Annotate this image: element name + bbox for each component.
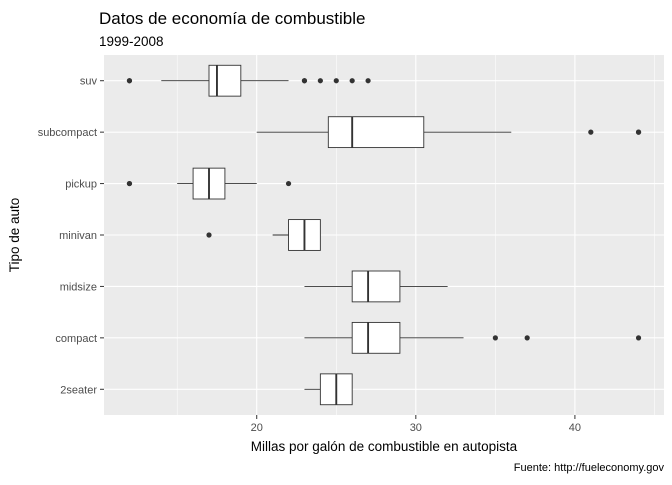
outlier-point	[365, 78, 371, 84]
box-2seater	[304, 373, 353, 406]
x-tick-label: 30	[410, 422, 422, 434]
outlier-point	[206, 232, 212, 238]
y-tick-label: compact	[55, 333, 97, 345]
outlier-point	[524, 335, 530, 341]
outlier-point	[349, 78, 355, 84]
outlier-point	[635, 129, 642, 135]
chart-title: Datos de economía de combustible	[99, 9, 366, 28]
outlier-point	[492, 335, 498, 341]
box-iqr	[351, 270, 401, 303]
chart-subtitle: 1999-2008	[99, 34, 164, 49]
box-iqr	[208, 64, 242, 97]
x-axis-label: Millas por galón de combustible en autop…	[251, 439, 518, 454]
box-compact	[304, 321, 642, 354]
y-tick-label: minivan	[59, 230, 97, 242]
y-tick-label: suv	[80, 76, 98, 88]
outlier-point	[635, 335, 642, 341]
axes: 20 30 40 suv subcompact pickup minivan midsize c…	[38, 76, 581, 434]
x-tick-label: 20	[251, 422, 263, 434]
y-tick-label: midsize	[60, 281, 97, 293]
box-subcompact	[256, 116, 642, 149]
outlier-point	[333, 78, 339, 84]
box-minivan	[206, 219, 321, 251]
x-tick-label: 40	[569, 422, 581, 434]
y-axis-label: Tipo de auto	[7, 198, 22, 273]
box-iqr	[351, 321, 401, 354]
outlier-point	[126, 78, 133, 84]
box-suv	[126, 64, 371, 97]
box-midsize	[304, 270, 448, 303]
boxes	[126, 64, 642, 406]
outlier-point	[301, 78, 308, 84]
outlier-point	[317, 78, 323, 84]
box-iqr	[327, 116, 425, 149]
y-tick-label: subcompact	[38, 127, 97, 139]
outlier-point	[588, 129, 594, 135]
outlier-point	[285, 180, 292, 187]
y-tick-label: pickup	[65, 179, 97, 191]
chart-caption: Fuente: http://fueleconomy.gov	[514, 462, 665, 474]
y-tick-label: 2seater	[60, 384, 97, 396]
box-pickup	[126, 167, 292, 200]
outlier-point	[126, 180, 133, 187]
